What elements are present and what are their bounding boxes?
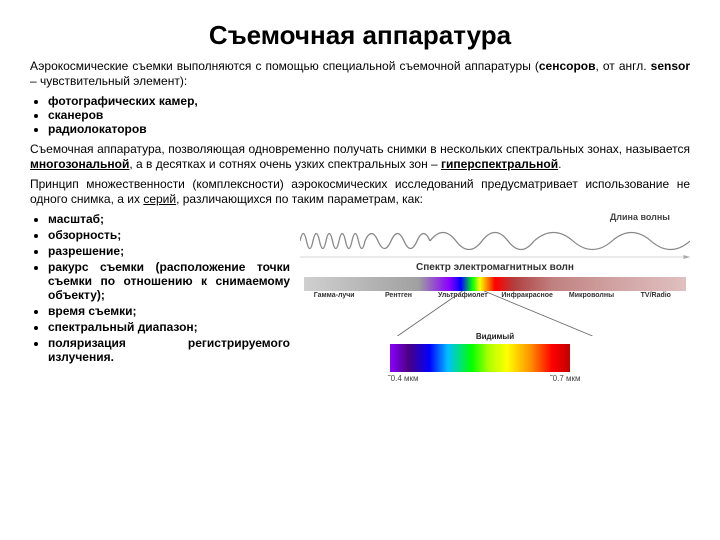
term-multizone: многозональной [30,157,129,171]
list-item: ракурс съемки (расположение точки съемки… [48,260,290,302]
intro-text-mid: , от англ. [596,59,651,73]
term-hyperspectral: гиперспектральной [441,157,558,171]
intro-bold-1: сенсоров [539,59,596,73]
list-item: спектральный диапазон; [48,320,290,334]
page-title: Съемочная аппаратура [30,20,690,51]
parameters-column: масштаб; обзорность; разрешение; ракурс … [30,212,290,397]
list-item: разрешение; [48,244,290,258]
list-item: фотографических камер, [48,94,690,108]
intro-text-post: – чувствительный элемент): [30,74,187,88]
parameters-list: масштаб; обзорность; разрешение; ракурс … [48,212,290,364]
text: , различающихся по таким параметрам, как… [176,192,423,206]
intro-paragraph: Аэрокосмические съемки выполняются с пом… [30,59,690,89]
em-spectrum-diagram: Длина волны Спектр электромагнитных волн… [300,212,690,397]
text: . [558,157,561,171]
list-item: радиолокаторов [48,122,690,136]
list-item: поляризация регистрируемого излучения. [48,336,290,364]
tick-right: ˜0.7 мкм [550,374,581,383]
visible-label: Видимый [300,332,690,341]
wave-icon [300,224,690,259]
visible-spectrum-bar [390,344,570,372]
text: Съемочная аппаратура, позволяющая одновр… [30,142,690,156]
list-item: обзорность; [48,228,290,242]
term-series: серий [143,192,176,206]
list-item: время съемки; [48,304,290,318]
multizone-paragraph: Съемочная аппаратура, позволяющая одновр… [30,142,690,172]
intro-text: Аэрокосмические съемки выполняются с пом… [30,59,539,73]
wavelength-label: Длина волны [610,212,670,222]
intro-bold-2: sensor [651,59,690,73]
equipment-list: фотографических камер, сканеров радиолок… [48,94,690,136]
text: , а в десятках и сотнях очень узких спек… [129,157,441,171]
two-column-layout: масштаб; обзорность; разрешение; ракурс … [30,212,690,397]
list-item: масштаб; [48,212,290,226]
diagram-column: Длина волны Спектр электромагнитных волн… [300,212,690,397]
list-item: сканеров [48,108,690,122]
spectrum-title: Спектр электромагнитных волн [300,262,690,273]
tick-left: ˜0.4 мкм [388,374,419,383]
expansion-lines-icon [300,291,690,336]
series-paragraph: Принцип множественности (комплексности) … [30,177,690,207]
full-spectrum-bar [304,277,686,291]
